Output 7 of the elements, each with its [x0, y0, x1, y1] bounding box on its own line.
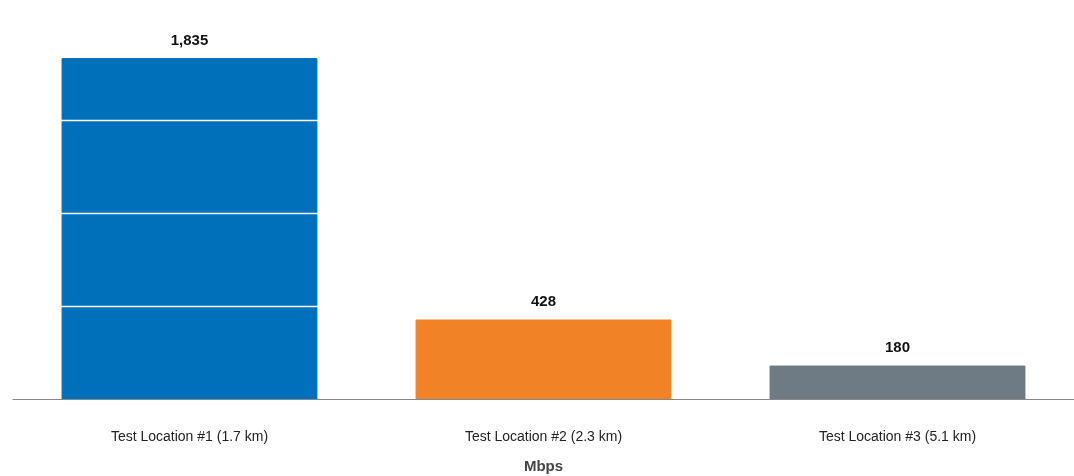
x-axis-title: Mbps [523, 456, 564, 474]
x-tick-label: Test Location #2 (2.3 km) [464, 427, 623, 444]
data-label: 1,835 [170, 30, 209, 48]
data-label: 428 [530, 291, 557, 309]
data-label: 180 [884, 338, 911, 356]
x-tick-label: Test Location #1 (1.7 km) [110, 427, 269, 444]
x-tick-label: Test Location #3 (5.1 km) [818, 427, 977, 444]
